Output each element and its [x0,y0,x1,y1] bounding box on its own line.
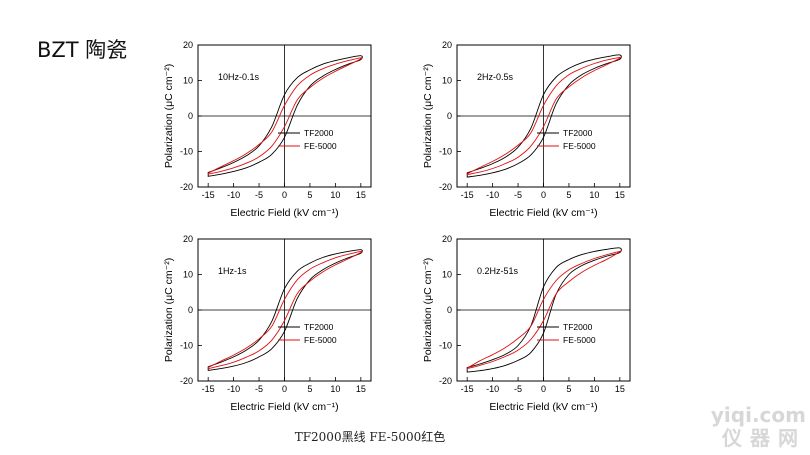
chart-1: -15 -10 -5 0 5 10 15 -20 -10 0 10 20 Electric Field … [163,40,372,219]
x-tick-label: -5 [255,384,263,394]
x-axis-label: Electric Field (kV cm⁻¹) [489,401,597,413]
y-axis-label: Polarization (μC cm⁻²) [422,64,434,168]
x-axis-label: Electric Field (kV cm⁻¹) [230,207,338,219]
chart-annotation: 10Hz-0.1s [218,72,260,82]
y-tick-label: -20 [180,182,193,192]
x-tick-label: 5 [566,384,571,394]
x-tick-label: -10 [227,384,240,394]
series-line-fe5000 [466,56,622,176]
x-tick-label: -15 [461,384,474,394]
y-tick-label: -20 [439,182,452,192]
y-tick-label: -20 [439,376,452,386]
y-tick-label: 10 [183,270,193,280]
y-tick-label: 10 [442,270,452,280]
y-tick-label: 20 [183,234,193,244]
x-tick-label: -15 [202,384,215,394]
x-tick-label: 10 [330,384,340,394]
x-tick-label: -5 [514,384,522,394]
x-tick-label: -15 [202,190,215,200]
x-tick-label: 10 [589,190,599,200]
watermark-line1: yiqi.com [710,403,806,427]
y-tick-label: 20 [183,40,193,50]
watermark: yiqi.com 仪器网 [666,404,806,450]
x-axis-label: Electric Field (kV cm⁻¹) [230,401,338,413]
chart-3: -15 -10 -5 0 5 10 15 -20 -10 0 10 20 Electric Field … [163,234,372,413]
x-tick-label: 0 [282,190,287,200]
x-axis-label: Electric Field (kV cm⁻¹) [489,207,597,219]
x-tick-label: -10 [486,190,499,200]
y-tick-label: 10 [442,76,452,86]
x-tick-label: 15 [356,190,366,200]
y-tick-label: -10 [439,147,452,157]
y-tick-label: -20 [180,376,193,386]
x-tick-label: 10 [589,384,599,394]
legend-entry: FE-5000 [304,335,337,345]
y-tick-label: 20 [442,40,452,50]
x-tick-label: -5 [514,190,522,200]
x-tick-label: -15 [461,190,474,200]
x-tick-label: 5 [566,190,571,200]
y-tick-label: 0 [447,111,452,121]
x-tick-label: 5 [307,190,312,200]
slide-title: BZT 陶瓷 [37,38,128,62]
y-axis-label: Polarization (μC cm⁻²) [163,258,175,362]
x-tick-label: -5 [255,190,263,200]
y-tick-label: 0 [447,305,452,315]
legend-entry: TF2000 [563,322,593,332]
x-tick-label: -10 [486,384,499,394]
figure-caption: TF2000黑线 FE-5000红色 [294,430,446,444]
x-tick-label: 0 [282,384,287,394]
y-tick-label: 0 [188,305,193,315]
y-tick-label: 0 [188,111,193,121]
chart-annotation: 2Hz-0.5s [477,72,514,82]
legend-entry: TF2000 [304,128,334,138]
legend-entry: TF2000 [563,128,593,138]
x-tick-label: 0 [541,384,546,394]
legend-entry: TF2000 [304,322,334,332]
x-tick-label: 5 [307,384,312,394]
series-line-fe5000 [207,57,363,175]
legend-entry: FE-5000 [563,141,596,151]
chart-2: -15 -10 -5 0 5 10 15 -20 -10 0 10 20 Electric Field … [422,40,631,219]
series-line-fe5000 [466,250,622,370]
y-tick-label: 10 [183,76,193,86]
y-tick-label: -10 [180,147,193,157]
x-tick-label: 0 [541,190,546,200]
chart-annotation: 0.2Hz-51s [477,266,519,276]
series-line-tf2000 [466,247,622,373]
x-tick-label: 15 [356,384,366,394]
watermark-line2: 仪器网 [722,426,806,450]
y-axis-label: Polarization (μC cm⁻²) [422,258,434,362]
y-axis-label: Polarization (μC cm⁻²) [163,64,175,168]
series-line-fe5000 [207,250,363,370]
y-tick-label: -10 [180,341,193,351]
y-tick-label: 20 [442,234,452,244]
chart-annotation: 1Hz-1s [218,266,247,276]
x-tick-label: 15 [615,384,625,394]
x-tick-label: -10 [227,190,240,200]
chart-4: -15 -10 -5 0 5 10 15 -20 -10 0 10 20 Electric Field … [422,234,631,413]
x-tick-label: 10 [330,190,340,200]
legend-entry: FE-5000 [304,141,337,151]
x-tick-label: 15 [615,190,625,200]
legend-entry: FE-5000 [563,335,596,345]
y-tick-label: -10 [439,341,452,351]
